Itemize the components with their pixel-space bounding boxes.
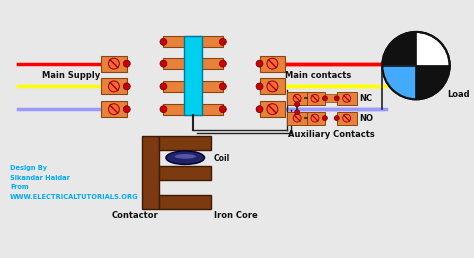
Text: Design By
Sikandar Haidar
From
WWW.ELECTRICALTUTORIALS.ORG: Design By Sikandar Haidar From WWW.ELECT… — [10, 165, 138, 200]
Bar — [159, 195, 211, 209]
Text: Load: Load — [448, 90, 470, 99]
Bar — [101, 101, 127, 117]
Wedge shape — [416, 66, 450, 99]
Circle shape — [293, 94, 301, 102]
Circle shape — [256, 106, 263, 113]
Text: Main Supply: Main Supply — [42, 71, 100, 80]
Bar — [159, 136, 211, 150]
Text: NO: NO — [360, 114, 374, 123]
Ellipse shape — [174, 154, 196, 159]
Circle shape — [160, 38, 167, 45]
Bar — [164, 104, 223, 115]
Bar — [325, 94, 337, 102]
Circle shape — [383, 32, 450, 99]
Circle shape — [109, 104, 119, 115]
Text: Main contacts: Main contacts — [285, 71, 352, 80]
Circle shape — [256, 60, 263, 67]
Circle shape — [219, 83, 226, 90]
Ellipse shape — [166, 151, 205, 164]
Circle shape — [109, 58, 119, 69]
Circle shape — [311, 114, 319, 122]
Circle shape — [334, 96, 339, 101]
Bar — [164, 81, 223, 92]
Circle shape — [219, 106, 226, 113]
Circle shape — [219, 60, 226, 67]
Circle shape — [123, 60, 130, 67]
Circle shape — [322, 116, 328, 120]
Text: Auxiliary Contacts: Auxiliary Contacts — [289, 131, 375, 139]
Circle shape — [160, 60, 167, 67]
Bar — [259, 101, 285, 117]
Circle shape — [322, 96, 328, 101]
Circle shape — [160, 106, 167, 113]
Bar — [337, 112, 356, 125]
Bar — [164, 36, 223, 47]
Text: Coil: Coil — [214, 154, 230, 163]
Wedge shape — [383, 32, 416, 66]
Circle shape — [123, 83, 130, 90]
Bar — [337, 92, 356, 105]
Circle shape — [343, 114, 351, 122]
Circle shape — [256, 83, 263, 90]
Text: Contactor: Contactor — [111, 211, 158, 220]
Circle shape — [109, 81, 119, 92]
Circle shape — [293, 114, 301, 122]
Bar — [287, 112, 307, 125]
Circle shape — [219, 38, 226, 45]
Bar — [287, 92, 307, 105]
Circle shape — [295, 102, 300, 107]
Text: Iron Core: Iron Core — [214, 211, 257, 220]
Bar — [184, 36, 202, 115]
Bar — [101, 78, 127, 94]
Wedge shape — [383, 66, 416, 99]
Text: NC: NC — [360, 94, 373, 103]
Bar — [305, 92, 325, 105]
Circle shape — [123, 106, 130, 113]
Bar — [142, 136, 159, 209]
Circle shape — [295, 110, 300, 115]
Bar — [305, 112, 325, 125]
Circle shape — [267, 81, 278, 92]
Circle shape — [267, 58, 278, 69]
Circle shape — [267, 104, 278, 115]
Bar — [159, 166, 211, 180]
Bar — [259, 56, 285, 71]
Circle shape — [311, 94, 319, 102]
Circle shape — [160, 83, 167, 90]
Circle shape — [334, 116, 339, 120]
Bar — [259, 78, 285, 94]
Bar — [101, 56, 127, 71]
Bar — [164, 58, 223, 69]
Circle shape — [343, 94, 351, 102]
